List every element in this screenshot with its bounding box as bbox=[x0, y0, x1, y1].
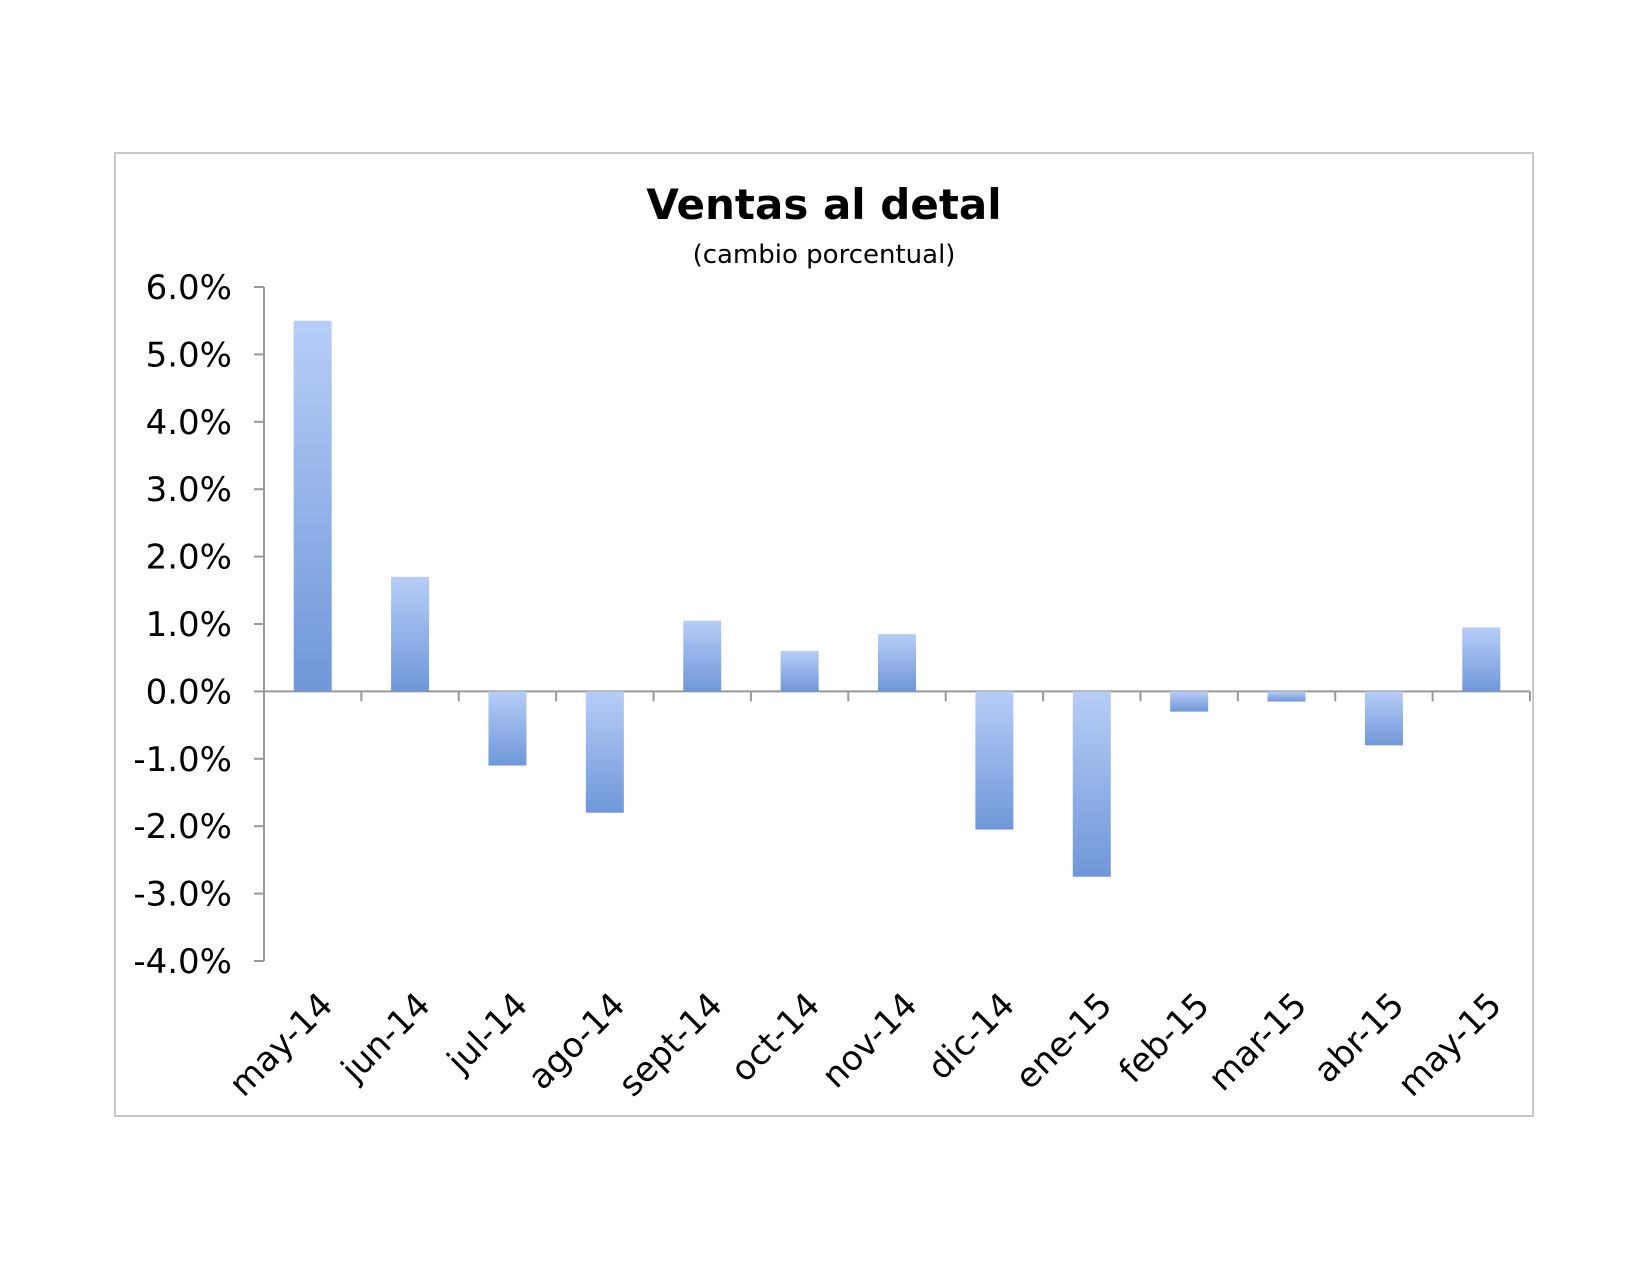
y-tick-label: -3.0% bbox=[133, 875, 232, 915]
bar-sept-14 bbox=[683, 620, 722, 692]
y-tick-label: 1.0% bbox=[146, 605, 232, 645]
bar-oct-14 bbox=[780, 650, 819, 692]
chart-subtitle: (cambio porcentual) bbox=[692, 240, 956, 270]
bar-jul-14 bbox=[488, 691, 527, 766]
bar-may-14 bbox=[293, 320, 332, 692]
bar-mar-15 bbox=[1267, 691, 1306, 702]
y-axis: 6.0% 5.0% 4.0% 3.0% 2.0% 1.0% 0.0% -1.0% -2.0% -3… bbox=[133, 268, 265, 982]
bar-chart: 6.0% 5.0% 4.0% 3.0% 2.0% 1.0% 0.0% -1.0% -2.0% -3… bbox=[133, 268, 1531, 1105]
bar-nov-14 bbox=[878, 634, 916, 692]
bar-ene-15 bbox=[1072, 691, 1111, 877]
bar-jun-14 bbox=[391, 576, 430, 692]
y-tick-label: 6.0% bbox=[146, 268, 232, 308]
x-tick-label: dic-14 bbox=[920, 985, 1023, 1088]
y-tick-label: 2.0% bbox=[146, 538, 232, 578]
y-tick-label: 0.0% bbox=[146, 672, 232, 712]
bars bbox=[293, 320, 1501, 877]
chart-frame: Ventas al detal (cambio porcentual) 6.0%… bbox=[114, 152, 1534, 1117]
x-tick-label: mar-15 bbox=[1201, 985, 1315, 1099]
x-tick-label: jun-14 bbox=[333, 985, 438, 1090]
y-tick-label: -1.0% bbox=[133, 740, 232, 780]
x-tick-label: may-15 bbox=[1390, 985, 1510, 1105]
x-tick-label: oct-14 bbox=[723, 985, 828, 1090]
x-tick-label: sept-14 bbox=[611, 985, 731, 1105]
y-tick-label: 4.0% bbox=[146, 403, 232, 443]
x-tick-label: may-14 bbox=[222, 985, 342, 1105]
bar-ago-14 bbox=[585, 691, 624, 813]
bar-dic-14 bbox=[975, 691, 1014, 830]
y-tick-label: 5.0% bbox=[146, 335, 232, 375]
bar-feb-15 bbox=[1170, 691, 1209, 712]
y-tick-label: 3.0% bbox=[146, 470, 232, 510]
y-tick-label: -2.0% bbox=[133, 807, 232, 847]
bar-abr-15 bbox=[1364, 691, 1403, 746]
y-tick-label: -4.0% bbox=[133, 942, 232, 982]
bar-may-15 bbox=[1462, 627, 1501, 692]
x-tick-label: nov-14 bbox=[814, 985, 925, 1096]
x-tick-label: ene-15 bbox=[1008, 985, 1120, 1097]
x-axis bbox=[264, 690, 1531, 702]
chart-title: Ventas al detal bbox=[646, 180, 1002, 229]
x-tick-label: feb-15 bbox=[1111, 985, 1217, 1091]
